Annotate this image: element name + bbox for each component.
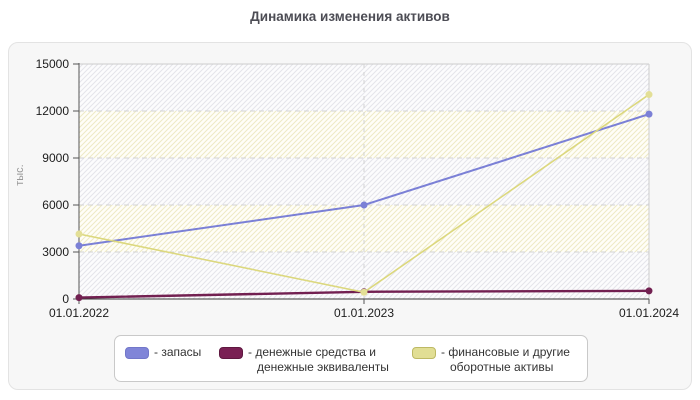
y-tick-label: 9000: [42, 151, 69, 165]
series-marker: [360, 288, 368, 296]
series-marker: [75, 230, 83, 238]
y-tick-label: 6000: [42, 198, 69, 212]
y-tick-label: 12000: [35, 104, 69, 118]
chart-title: Динамика изменения активов: [250, 9, 450, 24]
chart-panel: тыс. 0 3000 6000 9000 12000 15000 01.01.2022 0…: [8, 42, 692, 390]
plot-band: [79, 158, 649, 205]
plot-axes: [73, 63, 650, 304]
series-marker: [645, 287, 653, 295]
legend-label: - финансовые и другие оборотные активы: [441, 345, 570, 374]
series-marker: [75, 242, 83, 250]
legend-entry-zapasy: - запасы: [125, 345, 203, 360]
plot-band: [79, 205, 649, 252]
legend-swatch-zapasy: [125, 347, 149, 359]
series-marker: [645, 91, 653, 99]
legend-entry-denezhnye-sredstva: - денежные средства и денежные эквивален…: [219, 345, 389, 375]
y-tick-label: 3000: [42, 245, 69, 259]
legend-swatch-finansovye-aktivy: [412, 347, 436, 359]
x-tick-label: 01.01.2022: [48, 306, 110, 320]
series-marker: [75, 294, 83, 302]
chart-plot-area: [73, 63, 653, 304]
plot-band: [79, 64, 649, 111]
x-tick-label: 01.01.2024: [618, 306, 680, 320]
series-marker: [360, 201, 368, 209]
chart-legend: - запасы - денежные средства и денежные …: [114, 335, 588, 382]
plot-gridlines: [79, 64, 649, 299]
legend-entry-finansovye-aktivy: - финансовые и другие оборотные активы: [412, 345, 570, 375]
legend-label: - запасы: [154, 345, 202, 359]
plot-series: [75, 91, 653, 302]
series-marker: [645, 110, 653, 118]
x-tick-label: 01.01.2023: [333, 306, 395, 320]
legend-label: - денежные средства и денежные эквивален…: [248, 345, 389, 374]
plot-band: [79, 111, 649, 158]
y-tick-label: 0: [62, 292, 69, 306]
legend-swatch-denezhnye-sredstva: [219, 347, 243, 359]
y-tick-label: 15000: [35, 57, 69, 71]
plot-bands: [79, 64, 649, 299]
